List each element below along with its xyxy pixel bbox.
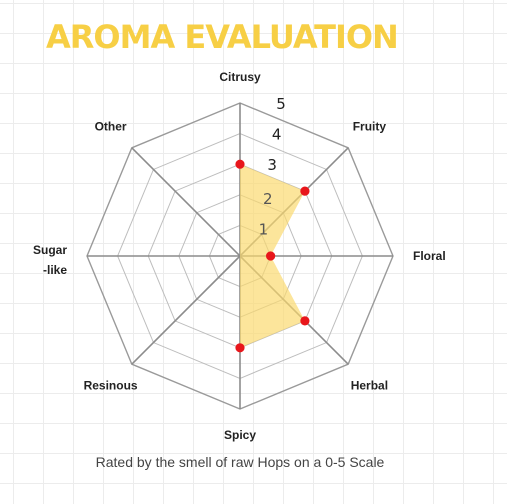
radar-tick-labels: 1 2 3 4 5 (259, 95, 286, 238)
axis-label: Citrusy (219, 70, 261, 84)
radar-axis-labels: Citrusy Fruity Floral Herbal Spicy Resinous Su… (33, 70, 446, 442)
series-area (240, 164, 305, 348)
axis-label: Fruity (353, 120, 387, 134)
tick-label: 5 (276, 95, 286, 113)
axis-line (131, 147, 241, 257)
data-point (266, 251, 276, 261)
axis-label: Resinous (84, 378, 138, 392)
tick-label: 2 (263, 190, 273, 208)
radar-area (240, 164, 305, 348)
axis-label: Floral (413, 249, 446, 263)
axis-label: Sugar -like (33, 243, 67, 277)
data-point (300, 186, 310, 196)
radar-points (235, 159, 310, 353)
tick-label: 3 (267, 156, 277, 174)
chart-subtitle: Rated by the smell of raw Hops on a 0-5 … (95, 454, 385, 470)
axis-label: Spicy (224, 428, 256, 442)
tick-label: 4 (272, 126, 282, 144)
tick-label: 1 (259, 220, 269, 238)
axis-label: Other (95, 120, 127, 134)
data-point (235, 159, 245, 169)
data-point (235, 343, 245, 353)
axis-line (131, 255, 241, 365)
data-point (300, 316, 310, 326)
chart-title: AROMA EVALUATION (46, 18, 399, 56)
axis-label: Herbal (351, 378, 388, 392)
